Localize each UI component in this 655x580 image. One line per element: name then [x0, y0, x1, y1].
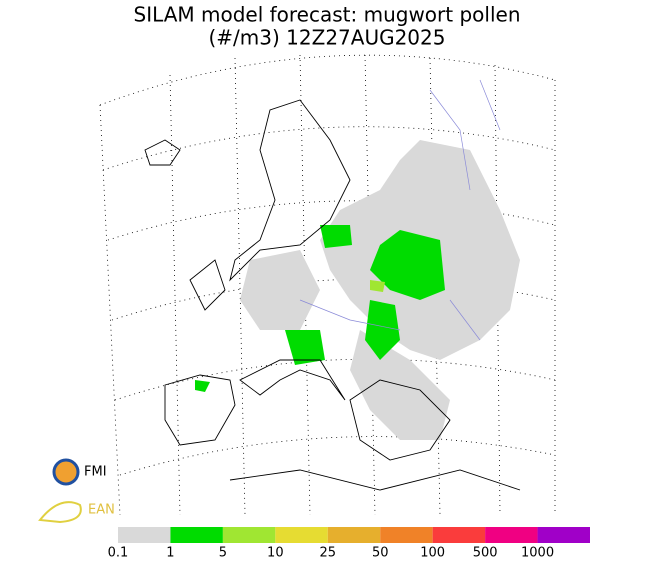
legend-swatch [275, 527, 328, 543]
legend-label: 0.1 [108, 546, 129, 561]
legend-swatch [170, 527, 223, 543]
legend-swatch [327, 527, 381, 543]
legend-label: 10 [267, 546, 284, 561]
legend-label: 5 [219, 546, 227, 561]
legend-swatch [222, 527, 276, 543]
logos: FMI EAN [38, 458, 115, 524]
legend-swatch [485, 527, 538, 543]
legend-label: 500 [473, 546, 498, 561]
legend-label: 1000 [521, 546, 554, 561]
title: SILAM model forecast: mugwort pollen [134, 3, 521, 27]
subtitle: (#/m3) 12Z27AUG2025 [209, 26, 446, 50]
legend-label: 50 [372, 546, 389, 561]
legend: 0.1 1 5 10 25 50 100 500 1000 [108, 527, 590, 561]
legend-swatch [432, 527, 486, 543]
legend-swatch [537, 527, 590, 543]
legend-swatch [118, 527, 171, 543]
logo-text: FMI [84, 465, 107, 480]
legend-label: 25 [320, 546, 337, 561]
map [99, 54, 556, 516]
ean-logo [38, 501, 82, 524]
legend-swatch [380, 527, 433, 543]
fmi-logo [52, 458, 80, 486]
logo-text: EAN [88, 503, 115, 518]
legend-label: 1 [166, 546, 174, 561]
legend-label: 100 [420, 546, 445, 561]
